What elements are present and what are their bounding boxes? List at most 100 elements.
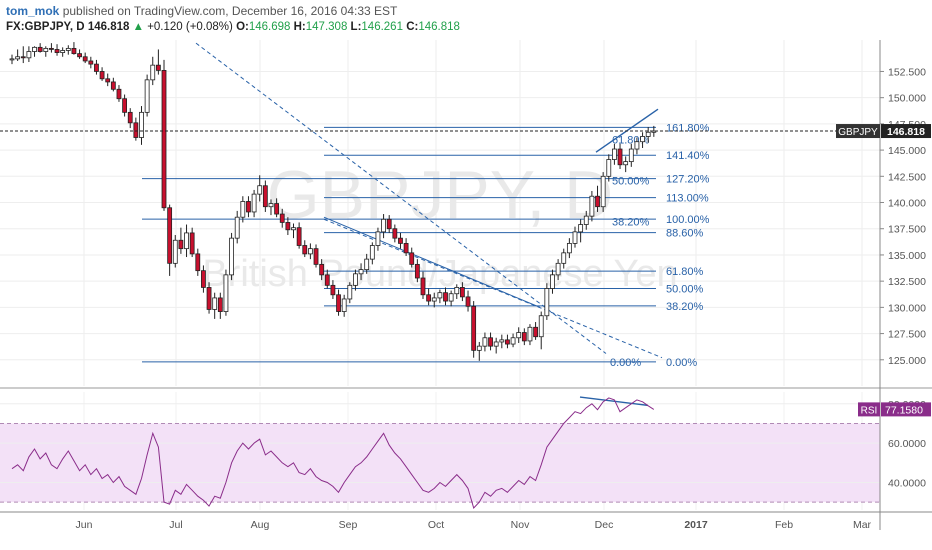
- price-badge-value: 146.818: [887, 126, 925, 138]
- candle-body: [488, 337, 493, 347]
- price-tick-label-0: 152.500: [888, 66, 926, 78]
- fib-label-7: 50.00%: [666, 283, 704, 295]
- candle-body: [172, 239, 178, 264]
- candle-body: [71, 47, 77, 55]
- change-arrow-icon: ▲: [132, 21, 144, 33]
- candle-body: [505, 339, 510, 345]
- candle-body: [285, 222, 291, 231]
- candle-body: [133, 122, 139, 138]
- candle-body: [606, 159, 612, 177]
- time-label-4: Oct: [428, 519, 444, 531]
- candle-body: [313, 248, 319, 265]
- candle-body: [454, 287, 460, 295]
- candle-body: [628, 148, 634, 163]
- price-tick-label-3: 145.000: [888, 145, 926, 157]
- candle-body: [364, 258, 370, 271]
- fib-label-0: 161.80%: [666, 122, 710, 134]
- candle-body: [578, 224, 584, 233]
- candle-body: [341, 298, 347, 312]
- price-badge-label: GBPJPY: [838, 127, 878, 138]
- candle-body: [88, 60, 94, 65]
- candle-body: [9, 58, 15, 61]
- candle-body: [437, 292, 443, 299]
- author-link[interactable]: tom_mok: [6, 4, 60, 18]
- candle-body: [347, 284, 353, 300]
- candle-body: [510, 337, 516, 345]
- candle-body: [521, 332, 527, 342]
- price-chart[interactable]: GBPJPY, D British Pound/Japanese Yen 161…: [0, 40, 932, 550]
- price-tick-label-6: 137.500: [888, 224, 926, 236]
- candle-body: [353, 273, 358, 286]
- candle-body: [471, 305, 477, 351]
- candle-body: [375, 231, 381, 246]
- candle-body: [527, 326, 533, 342]
- candle-body: [161, 70, 167, 209]
- candle-body: [612, 148, 617, 160]
- candle-body: [634, 141, 640, 150]
- price-badge-label-bg: [836, 124, 880, 139]
- candle-body: [268, 203, 274, 208]
- candle-body: [358, 269, 364, 275]
- candle-body: [482, 337, 488, 347]
- candle-body: [189, 232, 195, 255]
- candle-body: [167, 207, 173, 264]
- candle-body: [65, 47, 71, 51]
- candle-body: [566, 243, 572, 254]
- rsi-band: [0, 423, 880, 503]
- candle-body: [398, 237, 403, 244]
- price-tick-label-11: 125.000: [888, 355, 926, 367]
- candle-body: [49, 47, 54, 50]
- high-label: H:: [293, 21, 306, 33]
- low-value: 146.261: [361, 21, 403, 33]
- price-badge-value-bg: [881, 124, 931, 139]
- time-label-5: Nov: [511, 519, 530, 531]
- candle-body: [82, 56, 88, 62]
- candle-body: [26, 51, 32, 59]
- time-label-2: Aug: [251, 519, 270, 531]
- candle-body: [240, 201, 246, 218]
- price-tick-label-4: 142.500: [888, 171, 926, 183]
- candle-body: [645, 131, 651, 137]
- trend-down-line: [195, 42, 607, 354]
- open-label: O:: [236, 21, 249, 33]
- candle-body: [538, 315, 544, 338]
- candle-body: [617, 148, 623, 166]
- candle-body: [465, 296, 471, 307]
- rsi-badge-label-bg: [858, 402, 880, 417]
- candle-body: [54, 49, 60, 53]
- candle-body: [234, 216, 240, 239]
- candle-body: [60, 50, 66, 53]
- candle-body: [20, 56, 26, 59]
- candle-body: [77, 53, 82, 58]
- price-tick-label-5: 140.000: [888, 198, 926, 210]
- candle-body: [595, 195, 600, 208]
- fibonacci-levels[interactable]: 161.80% 141.40% 127.20% 113.00% 100.00% 88.60…: [142, 122, 710, 369]
- candle-body: [105, 78, 111, 83]
- candle-body: [127, 111, 133, 124]
- fan-line: [323, 216, 541, 308]
- price-tick-label-7: 135.000: [888, 250, 926, 262]
- candle-body: [459, 287, 465, 298]
- symbol-name[interactable]: FX:GBPJPY, D: [6, 21, 85, 33]
- candle-body: [330, 284, 336, 296]
- high-value: 147.308: [305, 21, 348, 33]
- candle-body: [246, 201, 251, 213]
- rsi-polyline: [11, 397, 655, 509]
- candle-body: [116, 88, 122, 100]
- candle-body: [184, 232, 189, 250]
- candle-body: [279, 213, 285, 223]
- candle-body: [319, 263, 325, 276]
- fib-label-8: 38.20%: [666, 301, 704, 313]
- candle-body: [426, 294, 432, 302]
- watermark-symbol: GBPJPY, D: [267, 157, 613, 233]
- rsi-badge-value: 77.1580: [885, 404, 923, 416]
- candle-body: [414, 263, 420, 279]
- symbol-line: FX:GBPJPY, D 146.818 ▲ +0.120 (+0.08%) O…: [6, 21, 460, 33]
- badges: GBPJPY 146.818 RSI 77.1580: [0, 124, 931, 417]
- candle-body: [94, 63, 99, 72]
- trend-lines[interactable]: [195, 42, 663, 407]
- time-label-0: Jun: [76, 519, 93, 531]
- rsi-badge-label: RSI: [861, 405, 878, 416]
- candle-body: [623, 161, 629, 166]
- fib-inner-label-3: 0.00%: [610, 357, 641, 369]
